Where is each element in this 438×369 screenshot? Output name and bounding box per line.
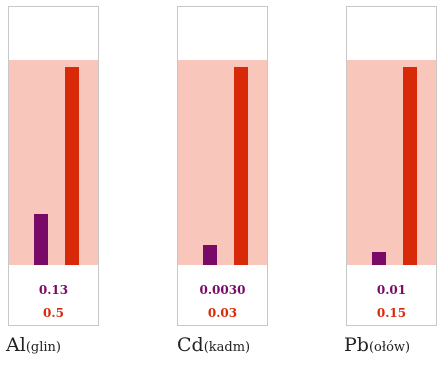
element-symbol: Cd [177,334,204,356]
category-label-al: Al(glin) [6,334,61,356]
value-limit-pb: 0.15 [376,306,407,320]
element-name: (kadm) [203,340,251,355]
element-symbol: Al [6,334,26,356]
value-limit-al: 0.5 [43,306,64,320]
bar-actual-pb [372,251,386,265]
bar-limit-cd [234,67,248,265]
panel-cd: 0.0030 0.03 [177,6,268,326]
element-name: (ołów) [368,340,411,355]
bar-limit-al [65,67,79,265]
band-pb [347,60,436,265]
category-label-cd: Cd(kadm) [177,334,250,356]
band-al [9,60,98,265]
element-symbol: Pb [344,334,369,356]
value-actual-pb: 0.01 [376,283,407,297]
bar-actual-cd [203,245,217,265]
panel-pb: 0.01 0.15 [346,6,437,326]
band-cd [178,60,267,265]
value-actual-cd: 0.0030 [199,283,246,297]
bar-actual-al [34,213,48,265]
bar-limit-pb [403,67,417,265]
panel-al: 0.13 0.5 [8,6,99,326]
value-limit-cd: 0.03 [207,306,238,320]
value-actual-al: 0.13 [38,283,69,297]
element-name: (glin) [25,340,61,355]
category-label-pb: Pb(ołów) [344,334,410,356]
